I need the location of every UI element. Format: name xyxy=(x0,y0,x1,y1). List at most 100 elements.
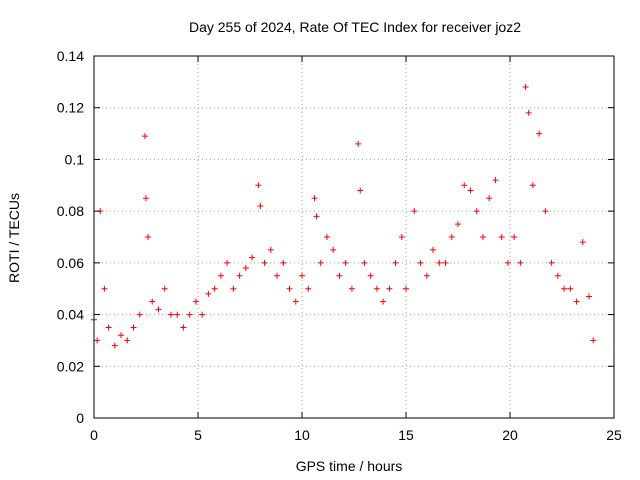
y-tick-label: 0.04 xyxy=(57,307,84,323)
data-point xyxy=(542,208,549,215)
y-axis-label: ROTI / TECUs xyxy=(6,193,22,283)
data-point xyxy=(186,311,193,318)
data-point xyxy=(398,234,405,240)
data-point xyxy=(317,259,324,266)
data-point xyxy=(124,337,131,344)
y-tick-label: 0.12 xyxy=(57,100,84,116)
data-point xyxy=(492,177,499,184)
data-point xyxy=(355,140,362,147)
data-point xyxy=(101,285,108,292)
data-point xyxy=(392,259,399,266)
data-point xyxy=(111,342,118,349)
data-point xyxy=(180,324,187,331)
data-point xyxy=(529,182,536,189)
data-point xyxy=(224,259,231,266)
data-point xyxy=(361,259,368,266)
data-point xyxy=(411,208,418,215)
data-point xyxy=(143,195,149,202)
data-point xyxy=(342,259,349,266)
data-point xyxy=(161,285,168,292)
data-point xyxy=(373,285,380,292)
x-tick-label: 15 xyxy=(398,427,414,443)
data-points-layer xyxy=(91,84,597,349)
data-point xyxy=(155,306,162,313)
y-tick-label: 0.02 xyxy=(57,358,84,374)
data-point xyxy=(311,195,318,202)
data-point xyxy=(130,324,137,331)
data-point xyxy=(522,84,529,91)
data-point xyxy=(299,272,305,279)
data-point xyxy=(336,272,343,279)
plot-frame xyxy=(93,55,615,419)
data-point xyxy=(348,285,355,292)
data-point xyxy=(423,272,430,279)
data-point xyxy=(94,337,101,344)
data-point xyxy=(118,332,125,339)
data-point xyxy=(267,246,274,253)
data-point xyxy=(242,265,249,272)
data-point xyxy=(261,259,268,266)
data-point xyxy=(149,298,156,305)
data-point xyxy=(323,234,330,240)
data-point xyxy=(141,133,148,140)
data-point xyxy=(448,234,455,240)
x-axis-label: GPS time / hours xyxy=(296,458,403,474)
series-roti xyxy=(91,84,597,349)
data-point xyxy=(511,234,518,240)
data-point xyxy=(313,213,320,220)
data-point xyxy=(525,109,532,116)
data-point xyxy=(403,285,409,292)
data-point xyxy=(192,298,199,305)
data-point xyxy=(199,311,206,318)
data-point xyxy=(286,285,293,292)
data-point xyxy=(554,272,561,279)
data-point xyxy=(367,272,374,279)
x-tick-label: 20 xyxy=(502,427,518,443)
data-point xyxy=(330,246,337,253)
data-point xyxy=(573,298,580,305)
data-point xyxy=(548,259,555,266)
data-point xyxy=(436,259,443,266)
x-tick-label: 5 xyxy=(194,427,202,443)
data-point xyxy=(430,246,437,253)
data-point xyxy=(217,272,224,279)
y-tick-label: 0.1 xyxy=(65,151,85,167)
axes-layer: 0 5 10 15 20 25 0 0.02 0.04 0.06 0.08 0.1 0.12 0.14 xyxy=(57,48,622,443)
data-point xyxy=(590,337,597,344)
data-point xyxy=(517,259,524,266)
data-point xyxy=(417,259,424,266)
data-point xyxy=(473,208,480,215)
data-point xyxy=(561,285,568,292)
data-point xyxy=(211,285,218,292)
data-point xyxy=(461,182,468,189)
data-point xyxy=(586,293,593,300)
chart-title: Day 255 of 2024, Rate Of TEC Index for r… xyxy=(189,19,521,35)
data-point xyxy=(236,272,243,279)
data-point xyxy=(498,234,505,240)
y-tick-label: 0.06 xyxy=(57,255,84,271)
data-point xyxy=(292,298,299,305)
data-point xyxy=(145,234,152,240)
data-point xyxy=(230,285,237,292)
x-tick-label: 0 xyxy=(90,427,98,443)
data-point xyxy=(442,259,449,266)
data-point xyxy=(249,254,256,261)
y-tick-label: 0.14 xyxy=(57,48,84,64)
data-point xyxy=(257,202,264,209)
data-point xyxy=(386,285,393,292)
data-point xyxy=(467,187,474,194)
x-tick-label: 25 xyxy=(606,427,622,443)
data-point xyxy=(536,130,543,137)
data-point xyxy=(479,234,486,240)
data-point xyxy=(357,187,364,194)
data-point xyxy=(305,285,312,292)
data-point xyxy=(274,272,281,279)
data-point xyxy=(255,182,262,189)
data-point xyxy=(455,221,461,228)
data-point xyxy=(486,195,493,202)
y-tick-label: 0.08 xyxy=(57,203,84,219)
data-point xyxy=(167,311,174,318)
grid-layer xyxy=(94,56,614,418)
